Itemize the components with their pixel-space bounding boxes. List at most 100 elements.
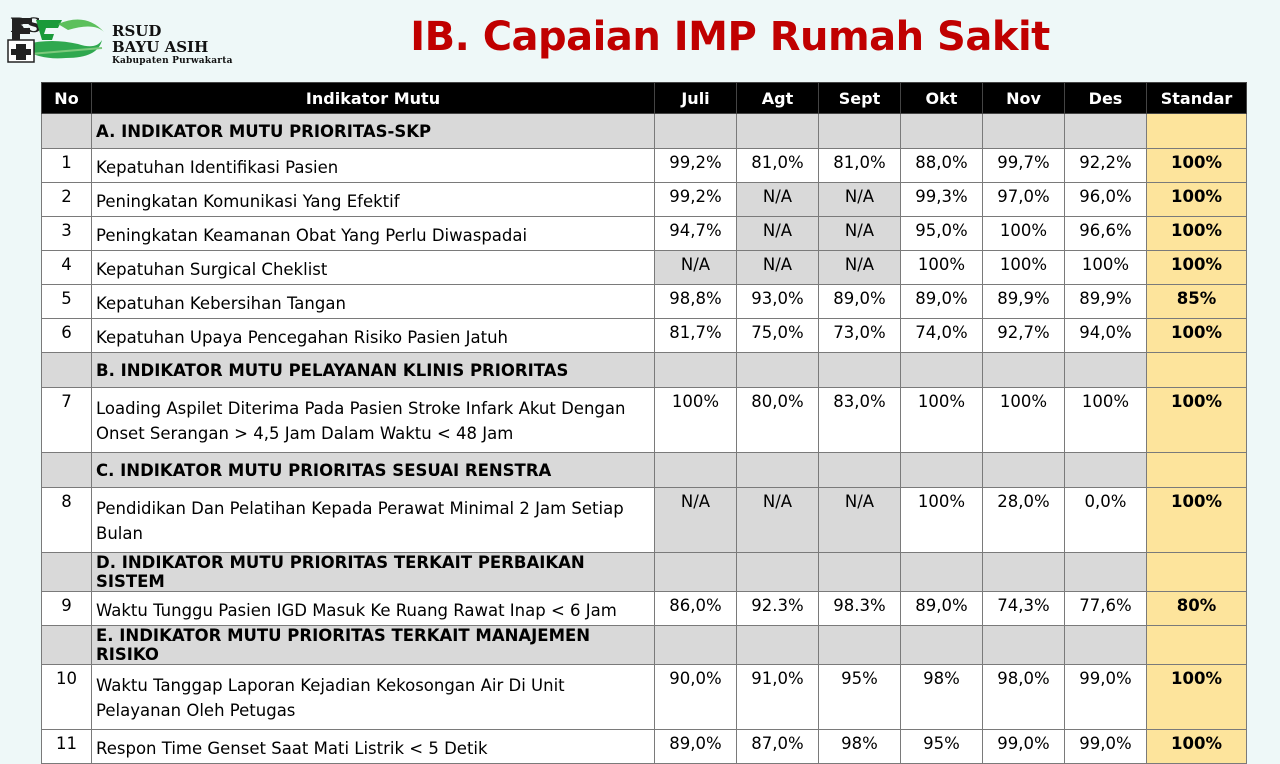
month-value: 92,2%	[1065, 149, 1147, 183]
month-value: 100%	[983, 217, 1065, 251]
month-value: 98%	[819, 730, 901, 764]
month-value: 89,9%	[983, 285, 1065, 319]
month-value: 83,0%	[819, 388, 901, 453]
table-row: 8 Pendidikan Dan Pelatihan Kepada Perawat…	[42, 488, 1247, 553]
indicator-name: Respon Time Genset Saat Mati Listrik < 5…	[92, 730, 655, 764]
svg-text:RS: RS	[10, 13, 41, 37]
logo-line-rsud: RSUD	[112, 24, 233, 39]
month-value: 73,0%	[819, 319, 901, 353]
section-empty-cell	[901, 553, 983, 592]
month-value: 98.3%	[819, 592, 901, 626]
section-empty-cell	[819, 114, 901, 149]
row-number: 5	[42, 285, 92, 319]
month-value: N/A	[737, 488, 819, 553]
quality-indicator-table: No Indikator Mutu Juli Agt Sept Okt Nov …	[41, 82, 1247, 764]
month-value: 97,0%	[983, 183, 1065, 217]
section-standard-cell	[1147, 553, 1247, 592]
indicator-name: Waktu Tunggu Pasien IGD Masuk Ke Ruang R…	[92, 592, 655, 626]
month-value: 95%	[901, 730, 983, 764]
section-row: B. INDIKATOR MUTU PELAYANAN KLINIS PRIOR…	[42, 353, 1247, 388]
indicator-name: Kepatuhan Upaya Pencegahan Risiko Pasien…	[92, 319, 655, 353]
month-value: 89,0%	[901, 592, 983, 626]
section-empty-cell	[901, 626, 983, 665]
header-standar: Standar	[1147, 83, 1247, 114]
section-row: C. INDIKATOR MUTU PRIORITAS SESUAI RENST…	[42, 453, 1247, 488]
month-value: 81,0%	[819, 149, 901, 183]
month-value: N/A	[819, 488, 901, 553]
month-value: 89,0%	[901, 285, 983, 319]
page-title: IB. Capaian IMP Rumah Sakit	[380, 14, 1080, 60]
month-value: 81,0%	[737, 149, 819, 183]
section-empty-cell	[737, 453, 819, 488]
standard-value: 100%	[1147, 388, 1247, 453]
month-value: N/A	[655, 488, 737, 553]
standard-value: 100%	[1147, 488, 1247, 553]
table-row: 1 Kepatuhan Identifikasi Pasien 99,2% 81,0%…	[42, 149, 1247, 183]
month-value: 74,0%	[901, 319, 983, 353]
table-row: 6 Kepatuhan Upaya Pencegahan Risiko Pasie…	[42, 319, 1247, 353]
indicator-name: Kepatuhan Kebersihan Tangan	[92, 285, 655, 319]
section-empty-cell	[901, 114, 983, 149]
standard-value: 100%	[1147, 730, 1247, 764]
section-empty-cell	[983, 453, 1065, 488]
month-value: 89,0%	[655, 730, 737, 764]
month-value: 94,7%	[655, 217, 737, 251]
section-title: C. INDIKATOR MUTU PRIORITAS SESUAI RENST…	[92, 453, 655, 488]
month-value: 96,0%	[1065, 183, 1147, 217]
section-row: D. INDIKATOR MUTU PRIORITAS TERKAIT PERB…	[42, 553, 1247, 592]
section-empty-cell	[901, 353, 983, 388]
header-nov: Nov	[983, 83, 1065, 114]
section-empty-cell	[655, 626, 737, 665]
month-value: N/A	[819, 251, 901, 285]
month-value: 28,0%	[983, 488, 1065, 553]
table-header-row: No Indikator Mutu Juli Agt Sept Okt Nov …	[42, 83, 1247, 114]
section-standard-cell	[1147, 626, 1247, 665]
section-empty-cell	[983, 626, 1065, 665]
indicator-name: Kepatuhan Identifikasi Pasien	[92, 149, 655, 183]
header-okt: Okt	[901, 83, 983, 114]
month-value: 100%	[901, 488, 983, 553]
section-standard-cell	[1147, 453, 1247, 488]
section-standard-cell	[1147, 353, 1247, 388]
header-no: No	[42, 83, 92, 114]
section-no-cell	[42, 453, 92, 488]
section-empty-cell	[819, 626, 901, 665]
month-value: N/A	[737, 183, 819, 217]
standard-value: 100%	[1147, 217, 1247, 251]
header-indicator: Indikator Mutu	[92, 83, 655, 114]
month-value: 92,7%	[983, 319, 1065, 353]
month-value: 94,0%	[1065, 319, 1147, 353]
month-value: 77,6%	[1065, 592, 1147, 626]
row-number: 6	[42, 319, 92, 353]
section-empty-cell	[819, 553, 901, 592]
section-empty-cell	[983, 114, 1065, 149]
month-value: 100%	[1065, 388, 1147, 453]
standard-value: 100%	[1147, 183, 1247, 217]
section-title: D. INDIKATOR MUTU PRIORITAS TERKAIT PERB…	[92, 553, 655, 592]
indicator-name: Peningkatan Keamanan Obat Yang Perlu Diw…	[92, 217, 655, 251]
month-value: 100%	[983, 251, 1065, 285]
month-value: 99,0%	[1065, 730, 1147, 764]
table-row: 5 Kepatuhan Kebersihan Tangan 98,8% 93,0% 89…	[42, 285, 1247, 319]
month-value: 87,0%	[737, 730, 819, 764]
section-empty-cell	[655, 453, 737, 488]
header-juli: Juli	[655, 83, 737, 114]
table-row: 7 Loading Aspilet Diterima Pada Pasien St…	[42, 388, 1247, 453]
header-sept: Sept	[819, 83, 901, 114]
indicator-name: Pendidikan Dan Pelatihan Kepada Perawat …	[92, 488, 655, 553]
section-empty-cell	[655, 114, 737, 149]
row-number: 11	[42, 730, 92, 764]
month-value: 99,2%	[655, 183, 737, 217]
month-value: 96,6%	[1065, 217, 1147, 251]
month-value: 99,2%	[655, 149, 737, 183]
month-value: 100%	[901, 388, 983, 453]
section-empty-cell	[737, 626, 819, 665]
logo-line-name: BAYU ASIH	[112, 40, 233, 55]
table-row: 4 Kepatuhan Surgical Cheklist N/A N/A N/A 100…	[42, 251, 1247, 285]
month-value: 99,3%	[901, 183, 983, 217]
month-value: 100%	[1065, 251, 1147, 285]
table-row: 11 Respon Time Genset Saat Mati Listrik <…	[42, 730, 1247, 764]
standard-value: 100%	[1147, 149, 1247, 183]
month-value: N/A	[737, 251, 819, 285]
row-number: 8	[42, 488, 92, 553]
